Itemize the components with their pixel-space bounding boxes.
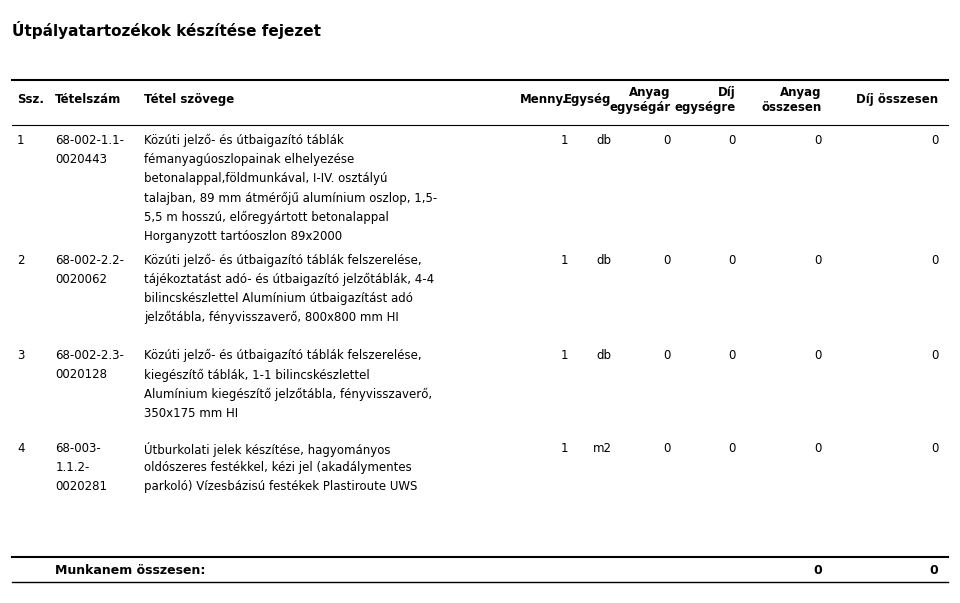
Text: 0: 0 [729,254,735,267]
Text: db: db [597,254,612,267]
Text: 5,5 m hosszú, előregyártott betonalappal: 5,5 m hosszú, előregyártott betonalappal [144,210,389,224]
Text: m2: m2 [592,442,612,455]
Text: fémanyagúoszlopainak elhelyezése: fémanyagúoszlopainak elhelyezése [144,153,354,166]
Text: db: db [597,134,612,147]
Text: 68-003-: 68-003- [56,442,101,455]
Text: Útpályatartozékok készítése fejezet: Útpályatartozékok készítése fejezet [12,21,322,39]
Text: 1: 1 [561,442,567,455]
Text: Tétel szövege: Tétel szövege [144,93,234,106]
Text: 68-002-1.1-: 68-002-1.1- [56,134,124,147]
Text: 0: 0 [931,134,938,147]
Text: 4: 4 [17,442,25,455]
Text: Anyag
egységár: Anyag egységár [610,86,671,114]
Text: 0: 0 [814,254,822,267]
Text: Útburkolati jelek készítése, hagyományos: Útburkolati jelek készítése, hagyományos [144,442,391,457]
Text: 1: 1 [561,134,567,147]
Text: Közúti jelző- és útbaigazító táblák: Közúti jelző- és útbaigazító táblák [144,134,344,147]
Text: oldószeres festékkel, kézi jel (akadálymentes: oldószeres festékkel, kézi jel (akadálym… [144,461,412,474]
Text: kiegészítő táblák, 1-1 bilincskészlettel: kiegészítő táblák, 1-1 bilincskészlettel [144,368,370,382]
Text: betonalappal,földmunkával, I-IV. osztályú: betonalappal,földmunkával, I-IV. osztály… [144,172,388,186]
Text: 68-002-2.3-: 68-002-2.3- [56,349,124,362]
Text: tájékoztatást adó- és útbaigazító jelzőtáblák, 4-4: tájékoztatást adó- és útbaigazító jelzőt… [144,273,434,286]
Text: 0: 0 [729,442,735,455]
Text: 1: 1 [561,349,567,362]
Text: bilincskészlettel Alumínium útbaigazítást adó: bilincskészlettel Alumínium útbaigazítás… [144,292,413,305]
Text: Ssz.: Ssz. [17,93,44,106]
Text: 350x175 mm HI: 350x175 mm HI [144,406,238,420]
Text: 0: 0 [814,442,822,455]
Text: 2: 2 [17,254,25,267]
Text: 0: 0 [729,349,735,362]
Text: Alumínium kiegészítő jelzőtábla, fényvisszaverő,: Alumínium kiegészítő jelzőtábla, fényvis… [144,388,432,400]
Text: Egység: Egység [564,93,612,106]
Text: 0: 0 [929,564,938,577]
Text: 0020062: 0020062 [56,273,108,286]
Text: 1: 1 [17,134,25,147]
Text: db: db [597,349,612,362]
Text: 1: 1 [561,254,567,267]
Text: 0: 0 [663,254,671,267]
Text: jelzőtábla, fényvisszaverő, 800x800 mm HI: jelzőtábla, fényvisszaverő, 800x800 mm H… [144,311,398,324]
Text: 0: 0 [814,134,822,147]
Text: Menny.: Menny. [520,93,567,106]
Text: parkoló) Vízesbázisú festékek Plastiroute UWS: parkoló) Vízesbázisú festékek Plastirout… [144,480,418,493]
Text: 0: 0 [729,134,735,147]
Text: 0: 0 [931,254,938,267]
Text: 0020281: 0020281 [56,480,108,493]
Text: 0020128: 0020128 [56,368,108,382]
Text: 0: 0 [663,442,671,455]
Text: 0: 0 [814,349,822,362]
Text: 1.1.2-: 1.1.2- [56,461,89,474]
Text: Díj összesen: Díj összesen [856,93,938,106]
Text: talajban, 89 mm átmérőjű alumínium oszlop, 1,5-: talajban, 89 mm átmérőjű alumínium oszlo… [144,192,438,205]
Text: 0: 0 [931,442,938,455]
Text: Horganyzott tartóoszlon 89x2000: Horganyzott tartóoszlon 89x2000 [144,230,342,243]
Text: 0020443: 0020443 [56,153,108,166]
Text: 68-002-2.2-: 68-002-2.2- [56,254,124,267]
Text: Közúti jelző- és útbaigazító táblák felszerelése,: Közúti jelző- és útbaigazító táblák fels… [144,254,421,267]
Text: Tételszám: Tételszám [56,93,122,106]
Text: Díj
egységre: Díj egységre [675,86,735,114]
Text: 0: 0 [663,349,671,362]
Text: 0: 0 [663,134,671,147]
Text: Anyag
összesen: Anyag összesen [761,86,822,114]
Text: 0: 0 [813,564,822,577]
Text: 3: 3 [17,349,24,362]
Text: 0: 0 [931,349,938,362]
Text: Közúti jelző- és útbaigazító táblák felszerelése,: Közúti jelző- és útbaigazító táblák fels… [144,349,421,362]
Text: Munkanem összesen:: Munkanem összesen: [56,564,205,577]
